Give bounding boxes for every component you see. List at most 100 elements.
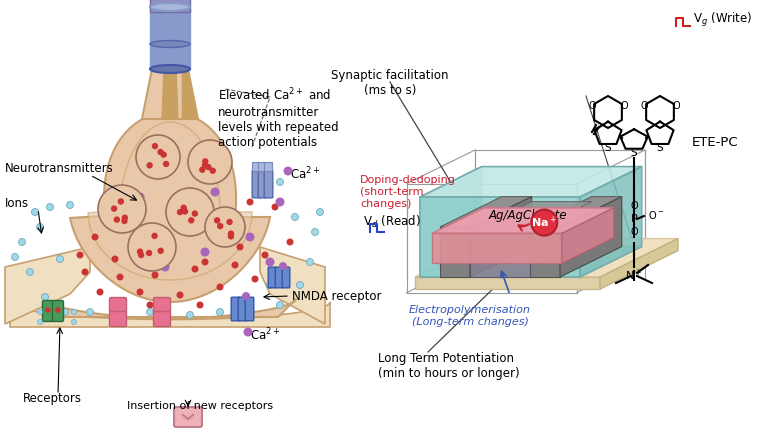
Circle shape — [180, 204, 187, 211]
FancyBboxPatch shape — [154, 298, 170, 312]
Circle shape — [128, 223, 176, 271]
Circle shape — [247, 198, 253, 206]
Circle shape — [151, 233, 157, 239]
Polygon shape — [470, 197, 531, 277]
Text: S: S — [657, 143, 664, 153]
FancyBboxPatch shape — [268, 267, 276, 288]
FancyBboxPatch shape — [264, 162, 273, 172]
Circle shape — [188, 217, 194, 223]
Text: N$^+$: N$^+$ — [625, 267, 643, 283]
Circle shape — [87, 308, 94, 315]
Polygon shape — [162, 69, 178, 119]
Polygon shape — [88, 122, 252, 280]
Polygon shape — [432, 208, 614, 233]
Text: Ions: Ions — [5, 197, 29, 210]
Circle shape — [214, 217, 220, 223]
Circle shape — [71, 309, 77, 314]
Text: O: O — [631, 201, 637, 211]
FancyBboxPatch shape — [282, 267, 290, 288]
Circle shape — [166, 188, 214, 236]
Circle shape — [118, 198, 124, 205]
Text: Long Term Potentiation
(min to hours or longer): Long Term Potentiation (min to hours or … — [378, 352, 520, 380]
FancyBboxPatch shape — [245, 297, 253, 321]
Polygon shape — [420, 197, 580, 277]
Circle shape — [312, 229, 319, 235]
Circle shape — [227, 219, 233, 225]
Polygon shape — [150, 7, 190, 69]
Circle shape — [197, 302, 204, 308]
Polygon shape — [10, 302, 330, 327]
Text: S: S — [604, 143, 611, 153]
Circle shape — [114, 216, 120, 223]
Circle shape — [316, 209, 323, 216]
Circle shape — [261, 251, 269, 258]
Polygon shape — [260, 247, 325, 324]
Polygon shape — [470, 202, 592, 232]
Ellipse shape — [150, 3, 190, 11]
Circle shape — [151, 271, 158, 279]
Circle shape — [217, 223, 223, 229]
Circle shape — [231, 261, 239, 269]
Polygon shape — [440, 227, 470, 277]
Circle shape — [12, 254, 18, 260]
FancyBboxPatch shape — [154, 311, 170, 327]
Circle shape — [157, 149, 164, 155]
Text: Ag/AgCl Gate: Ag/AgCl Gate — [488, 209, 568, 222]
Circle shape — [182, 208, 188, 215]
Circle shape — [138, 252, 144, 258]
Circle shape — [18, 238, 25, 245]
Polygon shape — [44, 299, 296, 319]
Circle shape — [246, 232, 254, 241]
Circle shape — [135, 193, 144, 201]
Circle shape — [137, 289, 144, 295]
Circle shape — [200, 248, 210, 257]
Text: Na$^+$: Na$^+$ — [531, 215, 558, 230]
FancyBboxPatch shape — [110, 298, 127, 312]
Circle shape — [55, 307, 61, 313]
Text: V$_g$ (Write): V$_g$ (Write) — [693, 11, 752, 29]
Polygon shape — [420, 167, 482, 277]
Ellipse shape — [150, 65, 190, 73]
FancyBboxPatch shape — [52, 301, 64, 321]
Circle shape — [57, 255, 64, 263]
Circle shape — [111, 311, 118, 318]
Circle shape — [147, 308, 154, 315]
Text: ETE-PC: ETE-PC — [692, 136, 739, 149]
Circle shape — [217, 283, 223, 290]
Text: Ca$^{2+}$: Ca$^{2+}$ — [290, 165, 320, 182]
Circle shape — [97, 289, 104, 295]
Circle shape — [121, 215, 128, 221]
Circle shape — [111, 206, 118, 212]
Text: NMDA receptor: NMDA receptor — [292, 290, 382, 303]
Text: O: O — [631, 227, 637, 237]
FancyBboxPatch shape — [275, 267, 283, 288]
Circle shape — [31, 209, 38, 216]
Polygon shape — [150, 0, 190, 12]
Circle shape — [38, 309, 42, 314]
Circle shape — [266, 257, 274, 267]
Circle shape — [152, 143, 158, 149]
Circle shape — [251, 276, 259, 283]
FancyBboxPatch shape — [110, 311, 127, 327]
Circle shape — [228, 230, 234, 237]
Circle shape — [228, 233, 234, 240]
Ellipse shape — [150, 41, 190, 48]
Circle shape — [27, 269, 34, 276]
Polygon shape — [415, 238, 678, 277]
Circle shape — [279, 262, 287, 270]
Circle shape — [161, 151, 167, 158]
Circle shape — [202, 162, 208, 168]
Circle shape — [199, 166, 206, 173]
Text: Receptors: Receptors — [22, 392, 81, 405]
Circle shape — [121, 218, 127, 224]
Circle shape — [136, 135, 180, 179]
FancyBboxPatch shape — [174, 407, 202, 427]
Circle shape — [187, 311, 194, 318]
Circle shape — [210, 187, 220, 197]
Polygon shape — [580, 167, 642, 277]
Polygon shape — [5, 247, 90, 324]
Circle shape — [47, 203, 54, 210]
Circle shape — [157, 248, 164, 254]
Text: V$_d$ (Read): V$_d$ (Read) — [363, 214, 421, 230]
Text: O: O — [672, 101, 680, 111]
